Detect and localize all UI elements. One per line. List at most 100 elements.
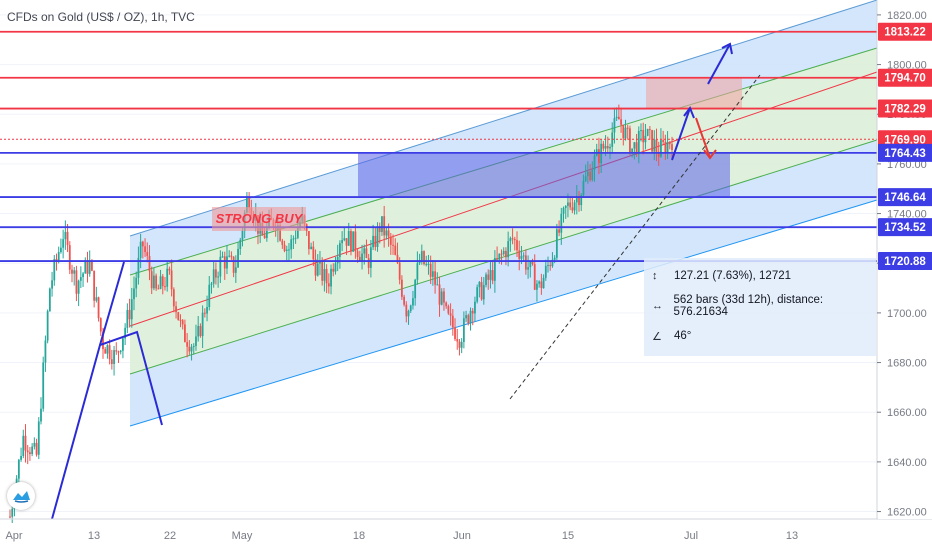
candle-body (108, 345, 111, 360)
candle-body (598, 149, 600, 164)
candle-body (642, 130, 645, 143)
candle-body (124, 327, 127, 339)
x-tick-label: 22 (164, 530, 176, 542)
candle-body (518, 250, 521, 259)
candle-body (516, 240, 518, 251)
candle-body (57, 252, 60, 261)
candle-body (133, 288, 135, 300)
candle-body (646, 129, 649, 136)
measure-tooltip: ↕ 127.21 (7.63%), 12721 ↔ 562 bars (33d … (644, 258, 876, 356)
candle-body (509, 238, 512, 242)
candle-body (237, 248, 239, 268)
candle-body (655, 139, 658, 152)
candle-body (35, 442, 38, 455)
candle-body (389, 236, 392, 245)
candle-body (241, 230, 244, 240)
bars-range-icon: ↔ (652, 300, 663, 312)
candle-body (20, 455, 22, 460)
candle-body (420, 251, 423, 262)
x-tick-label: 13 (786, 530, 798, 542)
candle-body (536, 283, 538, 290)
x-tick-label: 15 (562, 530, 574, 542)
price-label-1813.22: 1813.22 (878, 22, 932, 41)
candle-body (454, 327, 456, 340)
candle-body (414, 279, 417, 299)
candle-body (179, 319, 182, 321)
candle-body (465, 315, 467, 319)
candle-body (141, 241, 144, 247)
candle-body (332, 268, 335, 272)
candle-body (314, 259, 317, 276)
candle-body (175, 306, 177, 313)
candle-body (631, 148, 634, 154)
candle-body (279, 225, 282, 241)
candle-body (77, 280, 80, 294)
candle-body (361, 253, 363, 261)
candle-body (520, 256, 523, 259)
candle-body (602, 143, 605, 149)
candle-body (427, 263, 430, 265)
candle-body (469, 310, 472, 324)
candle-body (522, 255, 525, 257)
candle-body (394, 245, 397, 255)
candle-body (657, 151, 660, 157)
measure-angle: 46° (674, 330, 692, 342)
target-zone (646, 77, 742, 109)
candle-body (48, 288, 51, 312)
impulse-wave-2 (99, 261, 125, 346)
candle-body (356, 251, 359, 257)
candle-body (113, 350, 115, 364)
candle-body (161, 276, 164, 287)
candle-body (325, 268, 328, 284)
channel-line (129, 199, 878, 427)
candle-body (60, 247, 62, 253)
horizontal-levels[interactable] (0, 30, 877, 262)
candle-body (265, 227, 268, 239)
candle-body (157, 288, 160, 290)
svg-text:1746.64: 1746.64 (884, 192, 926, 204)
impulse-wave (51, 330, 163, 520)
price-label-1746.64: 1746.64 (878, 188, 932, 207)
channel-upper-band (130, 0, 877, 275)
svg-text:1764.43: 1764.43 (884, 148, 926, 160)
candle-body (37, 421, 40, 455)
candle-body (42, 362, 45, 409)
candle-body (434, 271, 436, 285)
candle-body (648, 129, 651, 131)
candle-body (385, 230, 388, 236)
candle-body (215, 269, 217, 278)
candle-body (449, 313, 452, 316)
channel-middle-band (130, 48, 877, 374)
candle-body (549, 264, 552, 267)
candle-body (622, 124, 625, 139)
candle-body (102, 331, 104, 350)
y-tick-label: 1800.00 (887, 60, 927, 72)
candle-body (66, 231, 69, 246)
candle-body (558, 229, 560, 233)
candle-body (184, 324, 186, 343)
candle-body (11, 508, 14, 517)
candle-body (604, 146, 607, 149)
arrow-up-1 (671, 107, 691, 161)
tradingview-logo-icon[interactable] (7, 482, 35, 510)
candle-body (524, 255, 527, 270)
candle-body (383, 216, 386, 236)
arrow-down-head (703, 149, 717, 160)
candle-body (436, 284, 439, 286)
candle-body (239, 239, 242, 249)
candle-body (500, 253, 503, 255)
candle-body (228, 255, 231, 257)
candle-body (307, 231, 310, 250)
candle-body (170, 270, 173, 290)
candle-body (418, 261, 421, 264)
candle-body (148, 256, 151, 272)
candle-body (569, 202, 572, 208)
candle-body (527, 267, 529, 270)
candle-body (487, 274, 490, 280)
candle-body (451, 315, 454, 328)
candle-body (629, 128, 631, 154)
candle-body (493, 258, 496, 281)
candle-body (617, 116, 620, 120)
